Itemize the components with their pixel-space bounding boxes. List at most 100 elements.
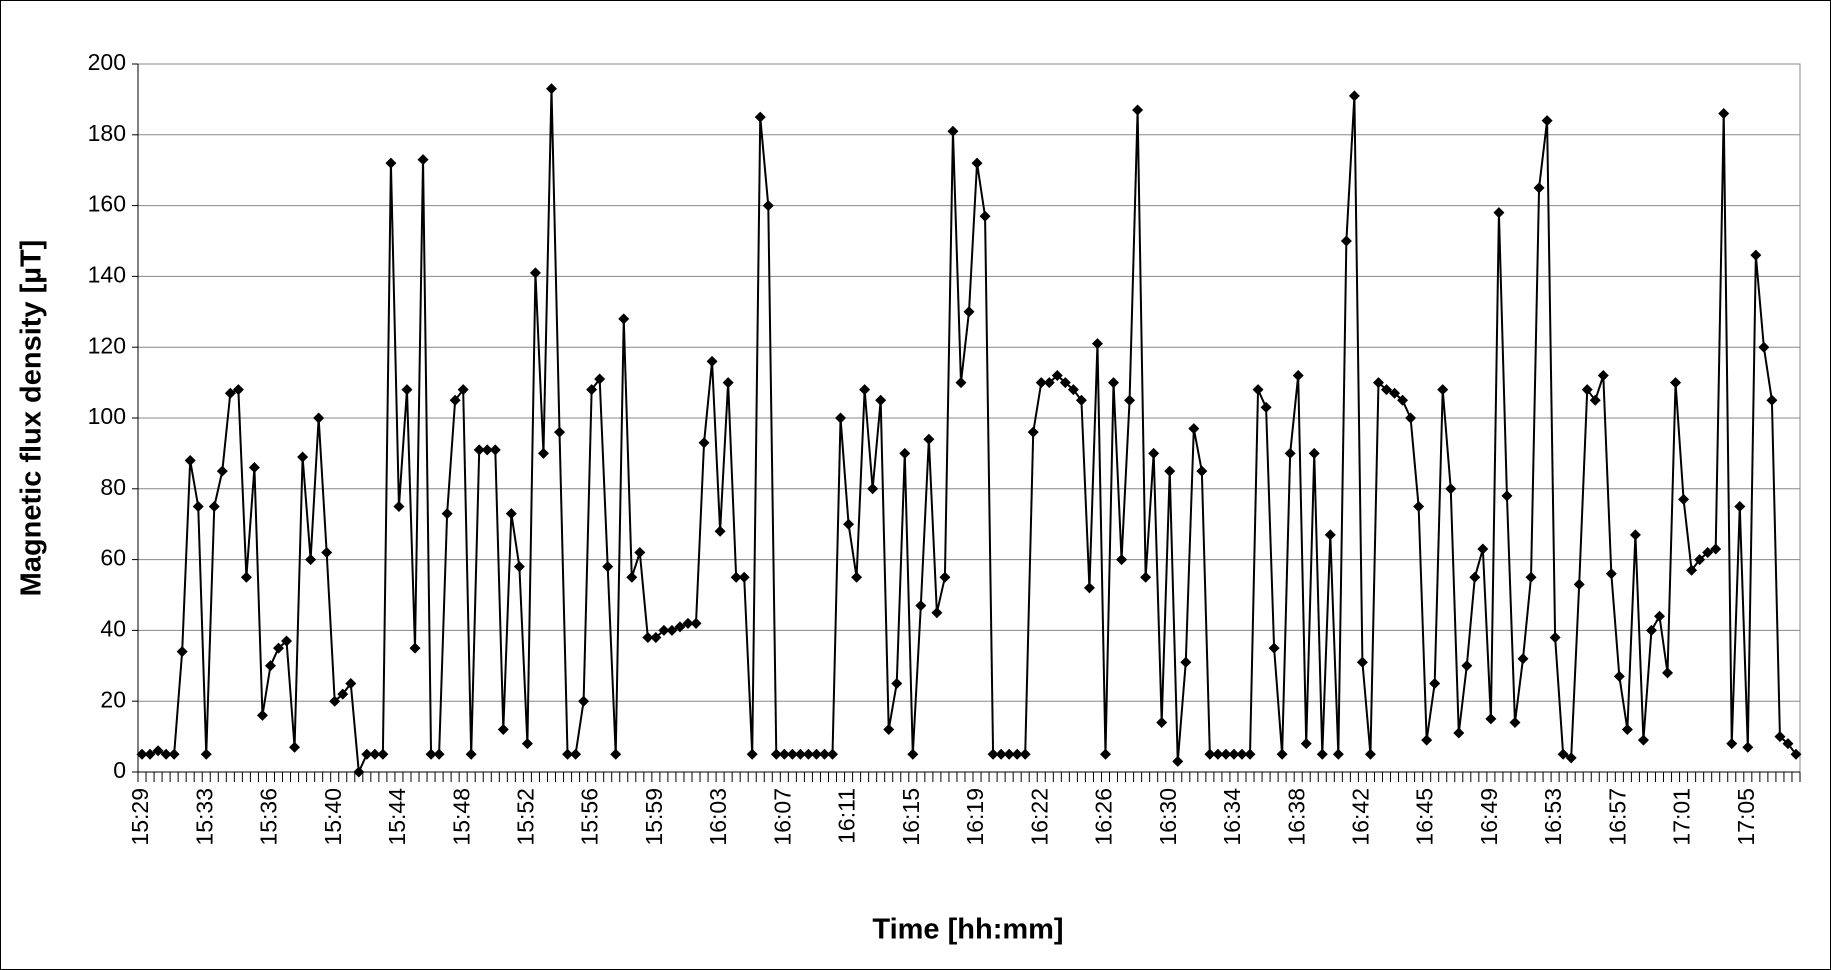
data-marker	[947, 125, 959, 137]
data-marker	[1702, 547, 1714, 559]
x-tick-label: 16:30	[1155, 788, 1181, 846]
data-marker	[1372, 377, 1384, 389]
data-marker	[273, 642, 285, 654]
data-marker	[1260, 401, 1272, 413]
y-tick-label: 180	[88, 120, 126, 146]
data-marker	[979, 210, 991, 222]
data-marker	[859, 384, 871, 396]
data-marker	[867, 483, 879, 495]
data-marker	[1629, 529, 1641, 541]
data-marker	[1172, 755, 1184, 767]
data-marker	[144, 748, 156, 760]
x-tick-label: 16:15	[898, 788, 924, 846]
x-tick-label: 16:42	[1347, 788, 1373, 846]
data-marker	[1437, 384, 1449, 396]
data-marker	[497, 724, 509, 736]
data-marker	[1140, 571, 1152, 583]
data-marker	[899, 447, 911, 459]
data-marker	[1003, 748, 1015, 760]
data-marker	[987, 748, 999, 760]
data-marker	[449, 394, 461, 406]
data-marker	[521, 738, 533, 750]
data-marker	[176, 646, 188, 658]
x-tick-label: 16:26	[1091, 788, 1117, 846]
x-tick-label: 16:19	[962, 788, 988, 846]
data-marker	[1445, 483, 1457, 495]
data-marker	[1196, 465, 1208, 477]
data-marker	[1300, 738, 1312, 750]
data-marker	[232, 384, 244, 396]
x-tick-label: 15:59	[641, 788, 667, 846]
data-marker	[682, 617, 694, 629]
data-marker	[417, 154, 429, 166]
y-tick-label: 140	[88, 261, 126, 287]
data-marker	[1164, 465, 1176, 477]
data-marker	[827, 748, 839, 760]
data-marker	[1405, 412, 1417, 424]
data-marker	[674, 621, 686, 633]
data-marker	[1766, 394, 1778, 406]
data-marker	[1381, 384, 1393, 396]
data-marker	[481, 444, 493, 456]
data-marker	[1710, 543, 1722, 555]
data-marker	[168, 748, 180, 760]
data-marker	[1252, 384, 1264, 396]
data-marker	[706, 355, 718, 367]
data-marker	[216, 465, 228, 477]
data-marker	[1099, 748, 1111, 760]
data-marker	[786, 748, 798, 760]
data-marker	[529, 267, 541, 279]
data-marker	[337, 688, 349, 700]
data-marker	[915, 600, 927, 612]
data-marker	[1750, 249, 1762, 261]
data-marker	[746, 748, 758, 760]
data-marker	[1059, 377, 1071, 389]
data-marker	[1075, 394, 1087, 406]
data-marker	[1477, 543, 1489, 555]
x-tick-label: 16:11	[834, 788, 860, 844]
y-tick-label: 20	[100, 686, 126, 712]
data-marker	[1188, 423, 1200, 435]
data-marker	[1565, 752, 1577, 764]
data-marker	[1653, 610, 1665, 622]
data-marker	[1678, 493, 1690, 505]
data-marker	[1180, 656, 1192, 668]
data-marker	[658, 624, 670, 636]
x-tick-label: 17:01	[1669, 788, 1695, 846]
data-marker	[722, 377, 734, 389]
data-marker	[698, 437, 710, 449]
data-marker	[1621, 724, 1633, 736]
data-marker	[714, 525, 726, 537]
data-marker	[1549, 631, 1561, 643]
data-marker	[626, 571, 638, 583]
data-marker	[754, 111, 766, 123]
data-marker	[634, 547, 646, 559]
data-marker	[738, 571, 750, 583]
data-marker	[1035, 377, 1047, 389]
x-tick-label: 16:49	[1476, 788, 1502, 846]
data-marker	[1027, 426, 1039, 438]
data-marker	[1605, 568, 1617, 580]
data-marker	[1316, 748, 1328, 760]
data-marker	[1501, 490, 1513, 502]
data-marker	[1148, 447, 1160, 459]
data-marker	[1525, 571, 1537, 583]
data-marker	[297, 451, 309, 463]
data-marker	[489, 444, 501, 456]
data-marker	[1108, 377, 1120, 389]
x-tick-label: 16:38	[1283, 788, 1309, 846]
data-marker	[1019, 748, 1031, 760]
data-marker	[425, 748, 437, 760]
data-marker	[971, 157, 983, 169]
data-marker	[730, 571, 742, 583]
data-marker	[248, 462, 260, 474]
data-marker	[1220, 748, 1232, 760]
data-marker	[1091, 338, 1103, 350]
data-marker	[208, 501, 220, 512]
data-marker	[192, 501, 204, 512]
data-marker	[1758, 341, 1770, 353]
data-marker	[802, 748, 814, 760]
x-tick-label: 15:56	[577, 788, 603, 846]
data-marker	[1083, 582, 1095, 594]
y-tick-label: 80	[100, 474, 126, 500]
